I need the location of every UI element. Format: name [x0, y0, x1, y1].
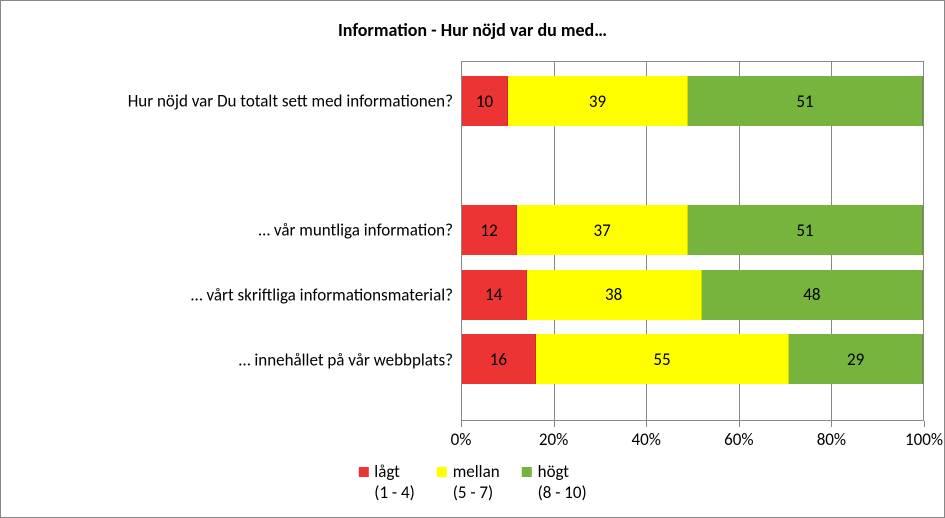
x-tickmark [739, 421, 740, 427]
category-label: … vårt skriftliga informationsmaterial? [191, 285, 453, 306]
bar-row: 165529 [462, 334, 923, 384]
x-tick-label: 0% [451, 429, 472, 450]
bar-row: 103951 [462, 76, 923, 126]
x-tick-label: 100% [905, 429, 943, 450]
legend-item-mid: mellan(5 - 7) [437, 462, 500, 503]
legend-item-low: lågt(1 - 4) [358, 462, 414, 503]
legend-swatch [437, 467, 447, 477]
x-axis: 0%20%40%60%80%100% [461, 421, 924, 451]
bar-segment-high: 48 [702, 270, 923, 320]
legend-label: högt(8 - 10) [538, 462, 587, 503]
bar-row: 123751 [462, 205, 923, 255]
x-tickmark [461, 421, 462, 427]
legend-label: mellan(5 - 7) [453, 462, 500, 503]
x-tickmark [831, 421, 832, 427]
legend-swatch [522, 467, 532, 477]
x-tick-label: 40% [631, 429, 660, 450]
bar-row: 143848 [462, 270, 923, 320]
legend-label: lågt(1 - 4) [374, 462, 414, 503]
plot-wrapper: Hur nöjd var Du totalt sett med informat… [1, 61, 944, 421]
bar-segment-mid: 55 [536, 334, 790, 384]
x-tick-label: 60% [724, 429, 753, 450]
bar-segment-mid: 37 [517, 205, 688, 255]
chart-title: Information - Hur nöjd var du med… [1, 1, 944, 41]
category-label: … vår muntliga information? [258, 220, 453, 241]
x-tickmark [554, 421, 555, 427]
x-tickmark [646, 421, 647, 427]
x-tick-label: 80% [817, 429, 846, 450]
bar-segment-high: 51 [688, 205, 923, 255]
bar-segment-low: 10 [462, 76, 508, 126]
bar-segment-high: 51 [688, 76, 923, 126]
x-tickmark [924, 421, 925, 427]
plot-area: 103951123751143848165529 [461, 61, 924, 421]
x-tick-label: 20% [539, 429, 568, 450]
bar-segment-low: 16 [462, 334, 536, 384]
bar-segment-low: 14 [462, 270, 527, 320]
legend-item-high: högt(8 - 10) [522, 462, 587, 503]
y-axis-labels: Hur nöjd var Du totalt sett med informat… [1, 61, 461, 421]
bar-segment-low: 12 [462, 205, 517, 255]
category-label: … innehållet på vår webbplats? [239, 349, 453, 370]
bar-segment-mid: 39 [508, 76, 688, 126]
legend: lågt(1 - 4) mellan(5 - 7) högt(8 - 10) [358, 462, 586, 503]
legend-swatch [358, 467, 368, 477]
bar-segment-mid: 38 [527, 270, 702, 320]
bar-segment-high: 29 [789, 334, 923, 384]
chart-container: Information - Hur nöjd var du med… Hur n… [0, 0, 945, 518]
category-label: Hur nöjd var Du totalt sett med informat… [128, 90, 453, 111]
